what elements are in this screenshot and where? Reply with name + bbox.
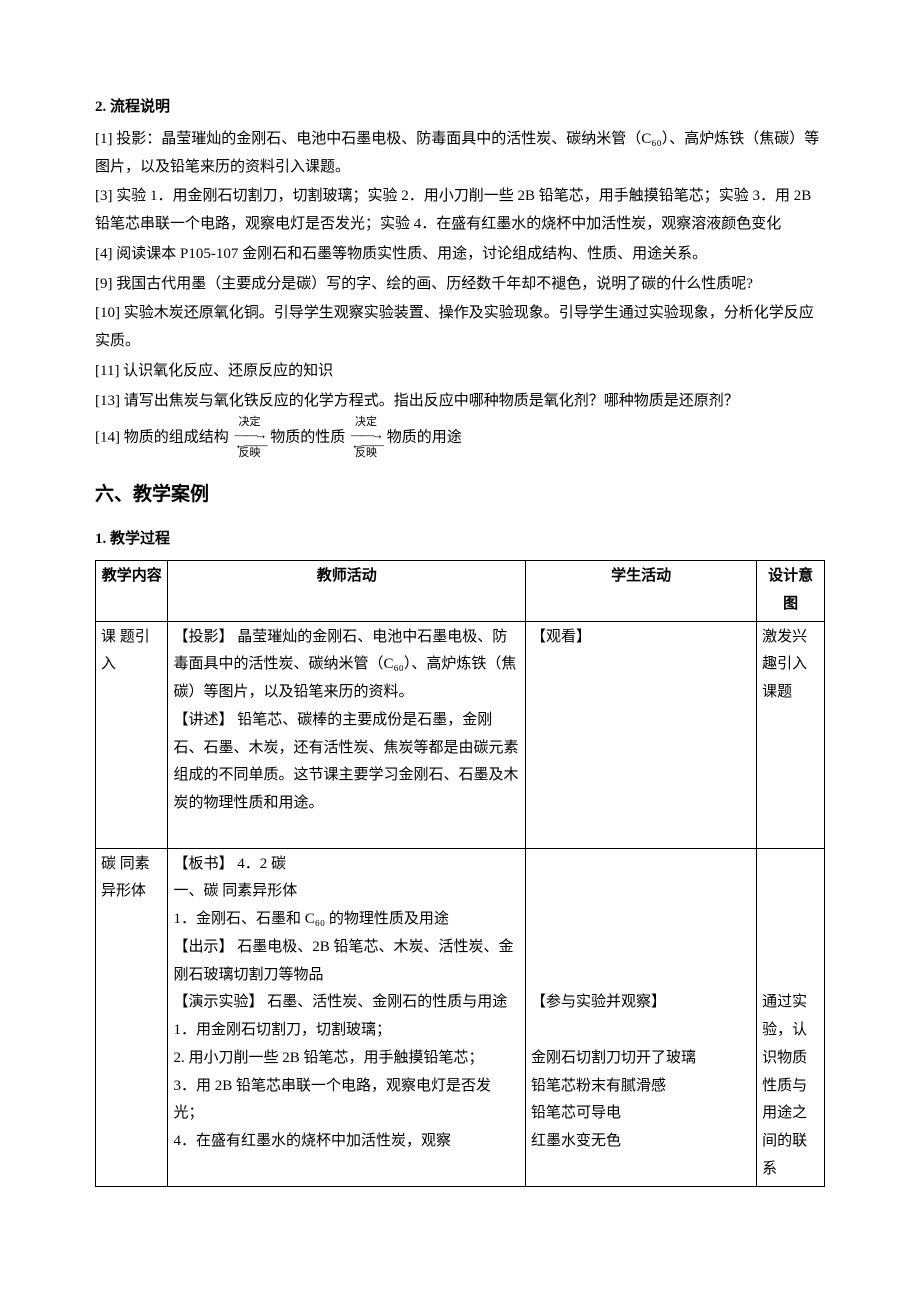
flow-item-4: [4] 阅读课本 P105-107 金刚石和石墨等物质实性质、用途，讨论组成结构… [95, 241, 825, 269]
th-student: 学生活动 [526, 561, 757, 622]
flow-item-1: [1] 投影：晶莹璀灿的金刚石、电池中石墨电极、防毒面具中的活性炭、碳纳米管（C… [95, 126, 825, 182]
flow-item-13: [13] 请写出焦炭与氧化铁反应的化学方程式。指出反应中哪种物质是氧化剂？哪种物… [95, 388, 825, 416]
flow-item-10: [10] 实验木炭还原氧化铜。引导学生观察实验装置、操作及实验现象。引导学生通过… [95, 300, 825, 356]
bidir-arrow-icon: 决定 ——→ ←—— 反映 [351, 417, 381, 459]
th-teacher: 教师活动 [168, 561, 526, 622]
table-row: 课 题引入 【投影】 晶莹璀灿的金刚石、电池中石墨电极、防毒面具中的活性炭、碳纳… [96, 621, 825, 848]
section-flow: 2. 流程说明 [1] 投影：晶莹璀灿的金刚石、电池中石墨电极、防毒面具中的活性… [95, 94, 825, 459]
arrow-bottom-label: 反映 [351, 448, 381, 459]
flow-item-11: [11] 认识氧化反应、还原反应的知识 [95, 358, 825, 386]
section-6-sub1: 1. 教学过程 [95, 526, 825, 554]
cell-content: 碳 同素 异形体 [96, 848, 168, 1186]
cell-student: 【参与实验并观察】 金刚石切割刀切开了玻璃铅笔芯粉末有腻滑感铅笔芯可导电红墨水变… [526, 848, 757, 1186]
th-design: 设计意图 [757, 561, 825, 622]
cell-design: 激发兴趣引入课题 [757, 621, 825, 848]
flow-item-3: [3] 实验 1．用金刚石切割刀，切割玻璃；实验 2．用小刀削一些 2B 铅笔芯… [95, 183, 825, 239]
item14-suffix: 物质的用途 [387, 430, 462, 446]
arrow-bottom-label: 反映 [235, 448, 265, 459]
cell-content: 课 题引入 [96, 621, 168, 848]
cell-teacher: 【板书】 4．2 碳一、碳 同素异形体1．金刚石、石墨和 C₆₀ 的物理性质及用… [168, 848, 526, 1186]
cell-teacher: 【投影】 晶莹璀灿的金刚石、电池中石墨电极、防毒面具中的活性炭、碳纳米管（C₆₀… [168, 621, 526, 848]
cell-design: 通过实验，认识物质性质与用途之间的联系 [757, 848, 825, 1186]
section-6-title: 六、教学案例 [95, 477, 825, 512]
table-row: 碳 同素 异形体 【板书】 4．2 碳一、碳 同素异形体1．金刚石、石墨和 C₆… [96, 848, 825, 1186]
flow-item-9: [9] 我国古代用墨（主要成分是碳）写的字、绘的画、历经数千年却不褪色，说明了碳… [95, 271, 825, 299]
item14-mid: 物质的性质 [270, 430, 345, 446]
teaching-process-table: 教学内容 教师活动 学生活动 设计意图 课 题引入 【投影】 晶莹璀灿的金刚石、… [95, 560, 825, 1187]
bidir-arrow-icon: 决定 ——→ ←—— 反映 [235, 417, 265, 459]
section-2-title: 2. 流程说明 [95, 94, 825, 122]
flow-item-14: [14] 物质的组成结构 决定 ——→ ←—— 反映 物质的性质 决定 ——→ … [95, 417, 825, 459]
table-header-row: 教学内容 教师活动 学生活动 设计意图 [96, 561, 825, 622]
item14-prefix: [14] 物质的组成结构 [95, 430, 229, 446]
th-content: 教学内容 [96, 561, 168, 622]
cell-student: 【观看】 [526, 621, 757, 848]
